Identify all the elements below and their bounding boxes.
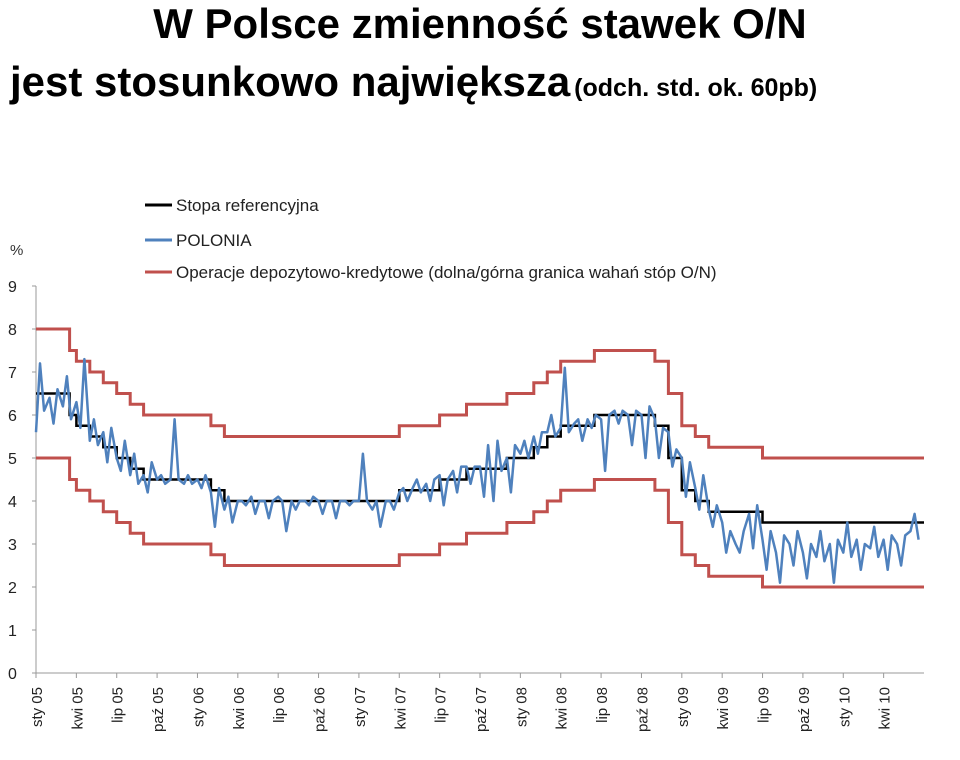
title-line-2-main: jest stosunkowo największa <box>10 58 571 105</box>
x-tick-label: sty 07 <box>352 687 369 727</box>
x-tick-label: sty 09 <box>675 687 692 727</box>
y-tick-label: 0 <box>8 666 17 683</box>
x-tick-label: sty 06 <box>190 687 207 727</box>
x-tick-label: lip 05 <box>110 687 127 723</box>
y-tick-label: 1 <box>8 623 17 640</box>
x-tick-label: sty 05 <box>29 687 46 727</box>
y-tick-label: 4 <box>8 494 17 511</box>
x-tick-label: paź 08 <box>634 687 651 732</box>
rates-chart: Stopa referencyjna POLONIA Operacje depozy… <box>8 196 924 732</box>
y-tick-label: 9 <box>8 279 17 296</box>
y-tick-label: 5 <box>8 451 17 468</box>
polonia-line <box>34 357 920 584</box>
x-tick-label: paź 07 <box>473 687 490 732</box>
x-tick-label: kwi 06 <box>231 687 248 730</box>
y-tick-label: 8 <box>8 322 17 339</box>
x-tick-label: kwi 10 <box>877 687 894 730</box>
x-tick-label: kwi 07 <box>392 687 409 730</box>
y-tick-label: 2 <box>8 580 17 597</box>
chart-series <box>34 327 924 589</box>
title-line-1: W Polsce zmienność stawek O/N <box>153 0 807 47</box>
chart-legend: Stopa referencyjna POLONIA Operacje depozy… <box>145 196 717 282</box>
x-tick-label: lip 06 <box>271 687 288 723</box>
x-axis-ticks: sty 05 kwi 05 lip 05 paź 05 sty 06 kwi 06 lip … <box>29 673 894 732</box>
x-tick-label: lip 08 <box>594 687 611 723</box>
x-tick-label: paź 09 <box>796 687 813 732</box>
y-axis-label: % <box>10 242 23 259</box>
corridor-lower-line <box>36 456 924 589</box>
legend-item-corridor-label: Operacje depozytowo-kredytowe (dolna/gór… <box>176 263 717 282</box>
x-tick-label: paź 05 <box>150 687 167 732</box>
legend-item-reference-label: Stopa referencyjna <box>176 196 319 215</box>
title-line-2-note: (odch. std. ok. 60pb) <box>574 74 818 102</box>
x-tick-label: lip 09 <box>756 687 773 723</box>
x-tick-label: kwi 09 <box>715 687 732 730</box>
x-tick-label: paź 06 <box>312 687 329 732</box>
title-line-2: jest stosunkowo największa (odch. std. ok… <box>10 56 817 114</box>
y-tick-label: 6 <box>8 408 17 425</box>
x-tick-label: sty 10 <box>836 687 853 727</box>
corridor-upper-line <box>36 327 924 460</box>
x-tick-label: sty 08 <box>513 687 530 727</box>
x-tick-label: kwi 05 <box>69 687 86 730</box>
x-tick-label: lip 07 <box>433 687 450 723</box>
y-tick-label: 3 <box>8 537 17 554</box>
legend-item-polonia-label: POLONIA <box>176 231 252 250</box>
y-axis-ticks: 0 1 2 3 4 5 6 7 8 9 <box>8 279 36 683</box>
y-tick-label: 7 <box>8 365 17 382</box>
x-tick-label: kwi 08 <box>554 687 571 730</box>
